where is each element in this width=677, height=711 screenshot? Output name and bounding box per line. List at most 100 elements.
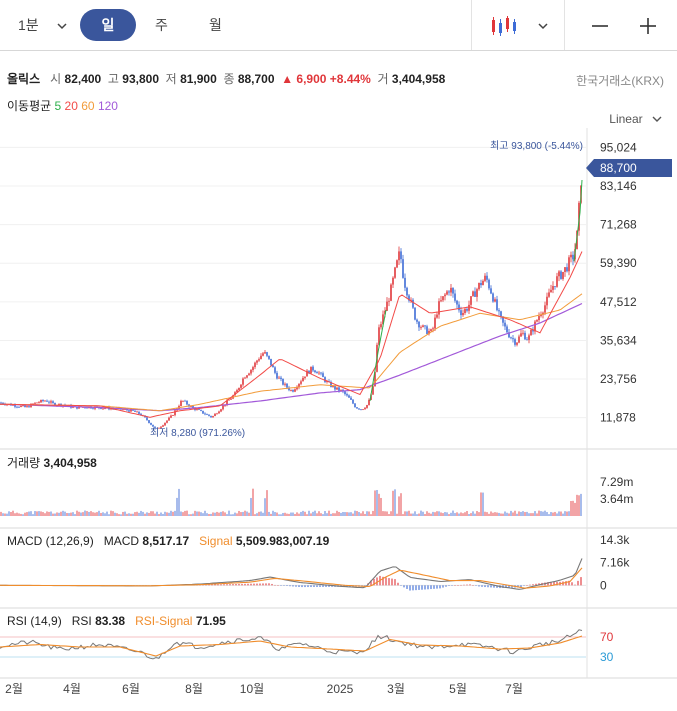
chart-type-button[interactable] [490, 0, 548, 50]
volume-bar [34, 511, 36, 516]
period-day-tab[interactable]: 일 [80, 9, 136, 41]
volume-bar [10, 511, 12, 516]
macd-histogram-bar [484, 585, 486, 588]
macd-series-label: MACD [103, 534, 140, 548]
macd-histogram-bar [403, 585, 405, 588]
macd-histogram-bar [442, 585, 444, 588]
candle-body [412, 299, 414, 308]
candle-body [32, 403, 34, 405]
candle-body [20, 405, 22, 408]
candle-body [0, 402, 2, 404]
candle-body [262, 353, 264, 356]
volume-bar [174, 510, 176, 516]
candle-body [246, 375, 248, 378]
volume-bar [178, 488, 180, 516]
candle-body [414, 307, 416, 320]
macd-histogram-bar [463, 584, 465, 586]
candle-body [76, 406, 78, 409]
period-week-tab[interactable]: 주 [155, 17, 168, 33]
volume-bar [442, 513, 444, 516]
volume-bar [90, 511, 92, 516]
volume-bar [264, 498, 266, 516]
high-label: 고 [107, 72, 119, 86]
volume-bar [392, 490, 394, 516]
volume-bar [180, 511, 182, 516]
volume-bar [50, 511, 52, 516]
low-label: 저 [165, 72, 177, 86]
macd-histogram-bar [430, 585, 432, 590]
macd-histogram-bar [454, 585, 456, 586]
volume-bar [550, 512, 552, 516]
scale-mode-select[interactable]: Linear [609, 112, 662, 126]
volume-bar [486, 512, 488, 516]
volume-bar [278, 514, 280, 516]
macd-histogram-bar [469, 584, 471, 586]
volume-bar [272, 510, 274, 516]
volume-bar [240, 512, 242, 516]
volume-bar [518, 511, 520, 516]
macd-histogram-bar [565, 581, 567, 586]
interval-select[interactable]: 1분 [18, 0, 67, 50]
volume-bar [22, 514, 24, 516]
candle-body [58, 403, 60, 406]
macd-histogram-bar [421, 585, 423, 590]
candle-body [432, 328, 434, 330]
volume-bar [326, 513, 328, 516]
candle-body [48, 401, 50, 403]
volume-bar [72, 512, 74, 516]
volume-bar [12, 510, 14, 516]
volume-bar [150, 511, 152, 516]
volume-bar [484, 511, 486, 516]
macd-histogram-bar [265, 583, 267, 586]
zoom-out-button[interactable] [590, 0, 614, 50]
macd-histogram-bar [262, 583, 264, 586]
volume-bar [456, 512, 458, 516]
macd-histogram-bar [250, 583, 252, 586]
x-tick-label: 4월 [63, 682, 81, 696]
candle-body [464, 308, 466, 314]
candle-body [318, 372, 320, 374]
candle-body [170, 415, 172, 418]
period-month-tab[interactable]: 월 [209, 17, 222, 33]
candle-body [378, 327, 380, 345]
exchange-label: 한국거래소(KRX) [576, 74, 664, 88]
macd-histogram-bar [466, 584, 468, 586]
candle-body [426, 326, 428, 334]
macd-histogram-bar [322, 585, 324, 587]
macd-histogram-bar [457, 585, 459, 586]
candle-body [230, 398, 232, 400]
volume-bar [182, 512, 184, 516]
candle-body [162, 425, 164, 427]
candle-body [394, 267, 396, 278]
volume-bar [454, 513, 456, 516]
zoom-in-button[interactable] [638, 0, 662, 50]
volume-bar [464, 512, 466, 516]
volume-bar [320, 513, 322, 516]
candle-body [40, 399, 42, 403]
price-tick-label: 59,390 [600, 256, 637, 270]
candle-body [350, 397, 352, 400]
volume-bar [134, 512, 136, 516]
volume-bar [540, 511, 542, 516]
volume-bar [46, 511, 48, 516]
macd-histogram-bar [244, 583, 246, 586]
volume-bar [370, 514, 372, 516]
volume-bar [80, 512, 82, 516]
volume-bar [74, 514, 76, 516]
volume-bar [516, 513, 518, 516]
volume-bar [306, 514, 308, 516]
chevron-down-icon [652, 116, 662, 122]
candle-body [266, 352, 268, 356]
candle-body [274, 367, 276, 373]
volume-bar [280, 514, 282, 516]
macd-histogram-bar [235, 584, 237, 586]
volume-bar [286, 513, 288, 516]
volume-bar [316, 513, 318, 516]
macd-histogram-bar [268, 583, 270, 586]
volume-bar [564, 511, 566, 516]
macd-histogram-bar [217, 584, 219, 586]
ma-120: 120 [97, 99, 118, 113]
candle-body [512, 338, 514, 340]
moving-average-legend[interactable]: 이동평균 5 20 60 120 [7, 97, 118, 114]
